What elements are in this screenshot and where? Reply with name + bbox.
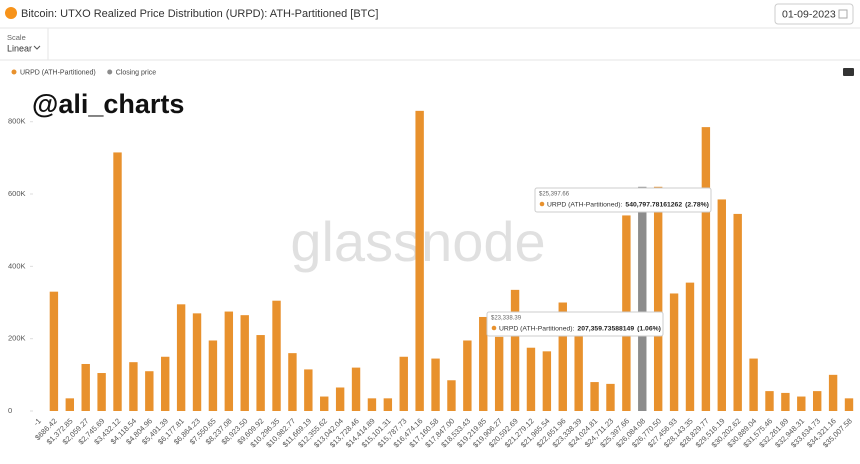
tooltip-title: $23,338.39 — [491, 316, 522, 322]
bar — [765, 391, 774, 411]
bar — [272, 300, 281, 411]
bar — [335, 387, 345, 411]
tooltip-dot — [539, 201, 545, 207]
calendar-icon — [838, 9, 848, 19]
bar — [367, 398, 377, 411]
tooltip-value: 540,797.78161262 — [625, 201, 682, 208]
bar — [256, 335, 265, 411]
bar — [320, 396, 329, 411]
bar — [479, 316, 488, 411]
scale-value[interactable]: Linear — [7, 43, 32, 53]
tooltip-share: (1.06%) — [637, 325, 661, 332]
bar — [129, 362, 138, 411]
bar — [113, 152, 122, 412]
date: 01-09-2023 — [782, 8, 836, 20]
x-tick-label: -1 — [32, 416, 43, 427]
watermark-handle: @ali_charts — [32, 89, 184, 119]
legend-dot — [11, 69, 17, 75]
tooltip — [486, 311, 664, 337]
dropdown-caret — [33, 45, 41, 50]
bar — [844, 398, 854, 411]
bar — [208, 340, 218, 411]
bar — [351, 367, 361, 411]
bar — [494, 336, 504, 411]
bar — [653, 186, 663, 411]
bar — [399, 356, 408, 411]
bar — [415, 110, 424, 411]
bar — [97, 373, 106, 411]
tooltip — [534, 187, 712, 213]
date-picker[interactable] — [774, 3, 854, 25]
bar — [526, 347, 536, 411]
tooltip-value: 207,359.73588149 — [577, 325, 634, 332]
bar — [176, 304, 186, 411]
bar — [288, 353, 297, 411]
tooltip-label: URPD (ATH-Partitioned): — [547, 201, 623, 208]
bar — [447, 380, 456, 411]
title: Bitcoin: UTXO Realized Price Distributio… — [21, 8, 378, 20]
bar — [49, 291, 59, 411]
tooltip-title: $25,397.66 — [539, 192, 570, 198]
bar — [638, 186, 647, 411]
bar — [701, 127, 711, 411]
bar — [224, 311, 234, 411]
y-tick-label: 600K — [8, 189, 26, 198]
bar — [797, 396, 806, 411]
bar — [828, 374, 838, 411]
bar — [574, 336, 583, 411]
bar — [781, 392, 790, 411]
bar — [145, 371, 154, 411]
bar — [431, 358, 440, 411]
bar — [542, 351, 552, 411]
y-tick-label: 200K — [8, 334, 26, 343]
legend-dot — [107, 69, 113, 75]
tooltip-dot — [491, 325, 497, 331]
bar — [81, 363, 90, 411]
y-tick-label: 400K — [8, 261, 26, 270]
bar — [590, 382, 599, 411]
tooltip-label: URPD (ATH-Partitioned): — [499, 325, 575, 332]
bar — [510, 289, 520, 411]
bar — [685, 282, 695, 411]
legend-label: Closing price — [116, 69, 157, 76]
bar — [463, 340, 472, 411]
bar — [558, 302, 567, 411]
bitcoin-icon — [5, 7, 17, 19]
scale-label: Scale — [7, 33, 26, 42]
bar — [606, 383, 615, 411]
bar — [304, 369, 313, 411]
y-tick-label: 800K — [8, 117, 26, 126]
y-tick-label: 0 — [8, 406, 12, 415]
bar — [192, 313, 202, 411]
bar — [749, 358, 758, 411]
tooltip-share: (2.78%) — [685, 201, 709, 208]
camera-icon[interactable] — [843, 68, 854, 76]
legend-label: URPD (ATH-Partitioned) — [20, 69, 96, 76]
bar — [717, 199, 726, 411]
bar — [161, 356, 170, 411]
bar — [733, 213, 742, 411]
bar — [812, 391, 822, 411]
bar — [383, 398, 393, 411]
bar — [669, 293, 679, 411]
bar — [240, 315, 249, 411]
bar — [65, 398, 75, 411]
